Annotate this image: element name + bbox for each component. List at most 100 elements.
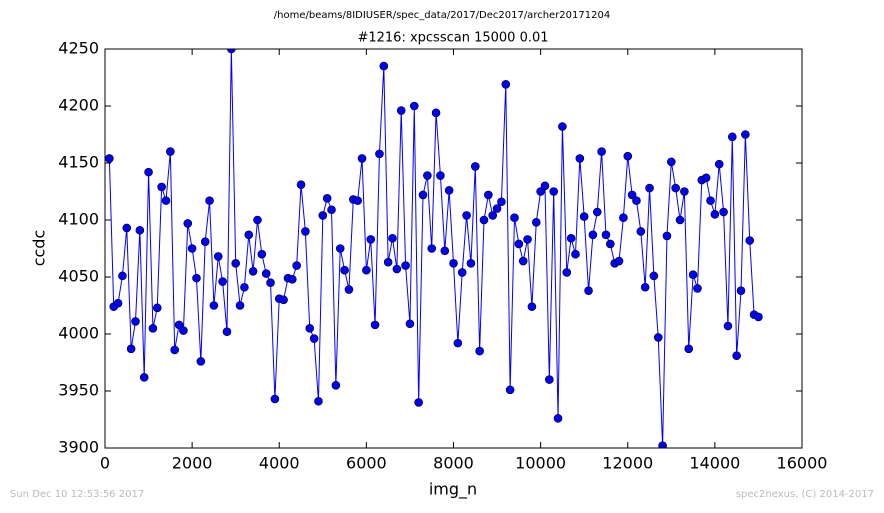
data-point — [457, 268, 467, 277]
data-point — [231, 259, 240, 268]
data-point — [453, 338, 463, 348]
data-point — [675, 215, 685, 225]
data-point — [309, 334, 319, 343]
data-point — [122, 223, 132, 233]
x-tick-label: 16000 — [777, 454, 828, 473]
data-point — [240, 282, 249, 292]
x-axis-label: img_n — [429, 480, 477, 500]
data-point — [340, 265, 349, 275]
data-point — [741, 130, 750, 139]
data-point — [327, 205, 336, 215]
data-point — [322, 194, 332, 203]
data-point — [693, 284, 702, 293]
footer-left: Sun Dec 10 12:53:56 2017 — [10, 489, 144, 500]
data-point — [205, 196, 214, 205]
data-point — [531, 217, 541, 227]
data-point — [527, 302, 537, 311]
data-point — [606, 239, 615, 249]
y-axis-label: ccdc — [30, 230, 49, 267]
data-point — [279, 295, 288, 305]
data-point — [148, 323, 158, 333]
data-point — [680, 187, 689, 196]
data-point — [370, 320, 380, 330]
data-point — [436, 171, 445, 180]
data-point — [484, 190, 493, 200]
data-point — [152, 303, 162, 313]
y-tick-label: 3950 — [58, 381, 99, 400]
x-tick-label: 6000 — [346, 454, 387, 473]
data-point — [466, 259, 476, 268]
x-tick-label: 8000 — [433, 454, 474, 473]
data-point — [571, 249, 580, 259]
data-point — [732, 351, 741, 360]
x-tick-label: 2000 — [172, 454, 213, 473]
data-point — [479, 215, 489, 225]
y-tick-label: 4050 — [58, 267, 99, 286]
data-point — [292, 261, 301, 270]
y-tick-label: 4000 — [58, 324, 99, 343]
data-point — [187, 244, 197, 253]
data-point — [379, 61, 389, 71]
data-point — [562, 268, 572, 277]
data-point — [366, 235, 376, 244]
data-point — [592, 207, 602, 217]
data-point — [131, 317, 140, 326]
data-point — [248, 266, 258, 276]
data-point — [418, 190, 428, 200]
data-point — [623, 151, 633, 161]
data-point — [714, 159, 724, 169]
y-tick-label: 4150 — [58, 153, 99, 172]
data-point — [640, 282, 650, 292]
data-point — [105, 154, 114, 163]
chart-title: #1216: xpcsscan 15000 0.01 — [357, 31, 548, 46]
data-point — [754, 312, 763, 322]
data-point — [139, 373, 149, 382]
data-point — [353, 196, 362, 205]
data-point — [553, 414, 563, 423]
data-point — [170, 345, 179, 355]
data-point — [183, 219, 193, 228]
data-point — [179, 326, 188, 335]
data-point — [344, 285, 354, 294]
data-point — [192, 273, 201, 283]
data-point — [449, 259, 458, 268]
data-point — [523, 235, 532, 244]
data-point — [470, 162, 480, 171]
x-tick-label: 0 — [100, 454, 110, 473]
data-point — [375, 149, 384, 159]
data-point — [510, 213, 519, 223]
data-point — [540, 181, 550, 191]
data-point — [227, 49, 236, 54]
header: /home/beams/8IDIUSER/spec_data/2017/Dec2… — [274, 10, 610, 21]
x-tick-label: 14000 — [689, 454, 740, 473]
data-line — [108, 49, 759, 446]
data-point — [270, 394, 280, 404]
data-point — [505, 385, 515, 395]
data-point — [157, 182, 166, 192]
data-point — [414, 398, 423, 407]
data-point — [427, 244, 437, 253]
data-point — [706, 196, 715, 205]
y-tick-label: 3900 — [58, 438, 99, 457]
data-point — [113, 298, 123, 308]
x-tick-label: 10000 — [515, 454, 566, 473]
y-tick-label: 4250 — [58, 39, 99, 58]
data-point — [688, 270, 698, 280]
data-point — [514, 239, 524, 249]
data-point — [288, 274, 297, 284]
data-point — [388, 233, 397, 243]
y-tick-label: 4100 — [58, 210, 99, 229]
data-point — [575, 154, 585, 163]
data-point — [362, 265, 371, 275]
y-tick-label: 4200 — [58, 96, 99, 115]
data-point — [401, 261, 410, 270]
data-point — [497, 197, 506, 207]
data-point — [209, 301, 219, 310]
data-point — [213, 252, 223, 261]
data-point — [579, 212, 589, 221]
data-point — [440, 246, 450, 256]
data-point — [710, 210, 720, 219]
data-point — [383, 257, 393, 267]
data-point — [331, 380, 341, 390]
data-point — [636, 227, 646, 236]
